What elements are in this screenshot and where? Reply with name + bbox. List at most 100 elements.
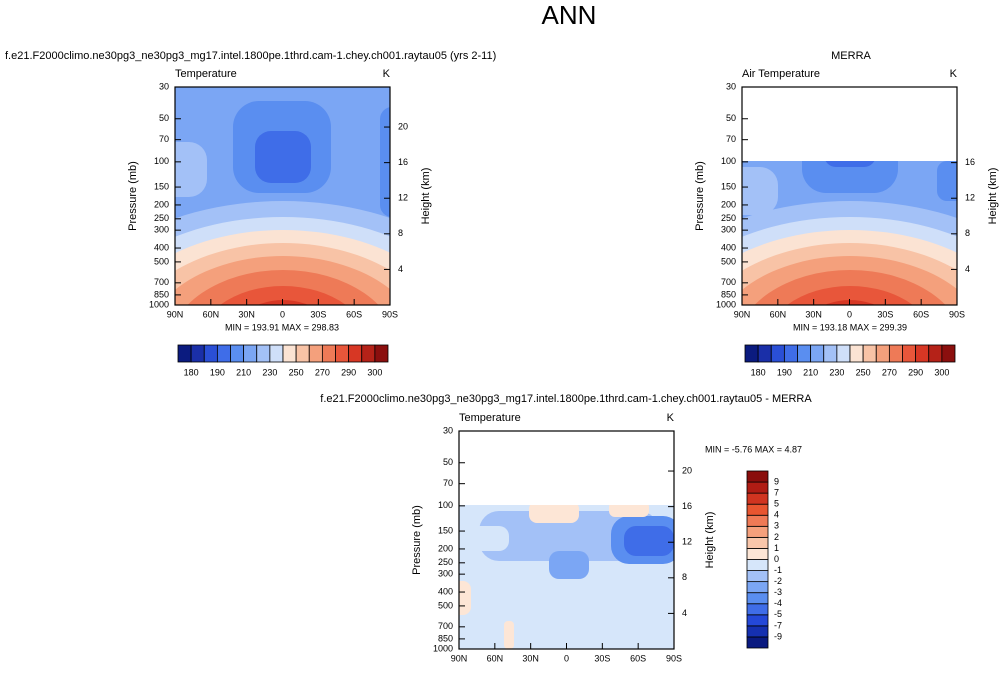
colorbar-box (243, 344, 258, 363)
units: K (667, 412, 675, 424)
colorbar-label: 250 (289, 367, 304, 377)
x-tick-label: 30N (238, 309, 255, 319)
colorbar-box (374, 344, 389, 363)
colorbar-label: -3 (774, 587, 782, 597)
y2-tick-label: 16 (965, 157, 975, 167)
units: K (383, 68, 391, 80)
colorbar-box (888, 344, 903, 363)
colorbar-box (797, 344, 812, 363)
colorbar-box (746, 525, 769, 538)
colorbar-label: -7 (774, 620, 782, 630)
y-tick-label: 200 (438, 543, 453, 553)
colorbar-box (282, 344, 297, 363)
y-axis-label: Pressure (mb) (694, 161, 706, 231)
colorbar-label: 190 (777, 367, 792, 377)
colorbar-label: 9 (774, 476, 779, 486)
colorbar-label: 2 (774, 532, 779, 542)
stats: MIN = 193.91 MAX = 298.83 (225, 322, 339, 332)
colorbar-box (190, 344, 205, 363)
y-tick-label: 150 (154, 181, 169, 191)
colorbar-box (230, 344, 245, 363)
y-tick-label: 70 (443, 478, 453, 488)
page-title: ANN (542, 0, 597, 30)
colorbar-label: 230 (262, 367, 277, 377)
colorbar-label: 180 (184, 367, 199, 377)
colorbar-label: 290 (908, 367, 923, 377)
y2-tick-label: 8 (965, 228, 970, 238)
colorbar-box (770, 344, 785, 363)
x-tick-label: 30S (877, 309, 893, 319)
x-tick-label: 60N (770, 309, 787, 319)
colorbar-label: 290 (341, 367, 356, 377)
colorbar-box (746, 603, 769, 616)
colorbar-box (335, 344, 350, 363)
y2-tick-label: 12 (398, 193, 408, 203)
y-tick-label: 30 (443, 425, 453, 435)
y-tick-label: 500 (721, 256, 736, 266)
x-tick-label: 90S (949, 309, 965, 319)
y-tick-label: 700 (154, 277, 169, 287)
colorbar-box (783, 344, 798, 363)
y-tick-label: 50 (443, 457, 453, 467)
y-tick-label: 700 (721, 277, 736, 287)
y-tick-label: 850 (438, 633, 453, 643)
y-tick-label: 250 (154, 213, 169, 223)
y-axis-label: Pressure (mb) (127, 161, 139, 231)
x-tick-label: 90S (382, 309, 398, 319)
y-tick-label: 100 (154, 156, 169, 166)
y2-tick-label: 8 (682, 572, 687, 582)
y2-tick-label: 16 (398, 157, 408, 167)
colorbar-label: 7 (774, 488, 779, 498)
colorbar-box (746, 636, 769, 649)
colorbar-box (941, 344, 956, 363)
colorbar-label: 210 (803, 367, 818, 377)
colorbar-label: 270 (315, 367, 330, 377)
colorbar-box (746, 548, 769, 560)
x-tick-label: 90N (451, 653, 468, 663)
y-tick-label: 1000 (716, 299, 736, 309)
y2-tick-label: 4 (965, 264, 970, 274)
y-tick-label: 50 (159, 113, 169, 123)
colorbar-box (746, 570, 769, 583)
left-string: Air Temperature (742, 68, 820, 80)
colorbar-box (849, 344, 864, 363)
colorbar-label: 190 (210, 367, 225, 377)
x-tick-label: 30N (522, 653, 539, 663)
colorbar-box (746, 614, 769, 627)
colorbar-label: 4 (774, 510, 779, 520)
y-tick-label: 400 (721, 242, 736, 252)
colorbar-box (836, 344, 851, 363)
y-axis-label: Pressure (mb) (411, 505, 423, 575)
colorbar-label: -9 (774, 631, 782, 641)
colorbar-box (216, 344, 231, 363)
x-tick-label: 60S (630, 653, 646, 663)
x-tick-label: 60S (346, 309, 362, 319)
x-tick-label: 30N (805, 309, 822, 319)
y-tick-label: 150 (438, 525, 453, 535)
colorbar-box (295, 344, 310, 363)
y-tick-label: 70 (159, 134, 169, 144)
colorbar-box (746, 592, 769, 605)
y-tick-label: 700 (438, 621, 453, 631)
x-tick-label: 30S (594, 653, 610, 663)
contour-fill (459, 431, 674, 649)
colorbar-box (823, 344, 838, 363)
y2-axis-label: Height (km) (987, 168, 999, 225)
colorbar-label: -4 (774, 598, 782, 608)
colorbar-box (348, 344, 363, 363)
units: K (950, 68, 958, 80)
x-tick-label: 90N (167, 309, 184, 319)
colorbar-box (744, 344, 759, 363)
colorbar-label: 300 (367, 367, 382, 377)
colorbar-label: -1 (774, 565, 782, 575)
y2-axis-label: Height (km) (420, 168, 432, 225)
colorbar-box (746, 492, 769, 505)
colorbar-box (269, 344, 284, 363)
colorbar-label: 230 (829, 367, 844, 377)
y2-tick-label: 20 (682, 465, 692, 475)
colorbar-box (746, 625, 769, 638)
y-tick-label: 1000 (149, 299, 169, 309)
panel-title: f.e21.F2000climo.ne30pg3_ne30pg3_mg17.in… (320, 393, 812, 405)
x-tick-label: 0 (847, 309, 852, 319)
